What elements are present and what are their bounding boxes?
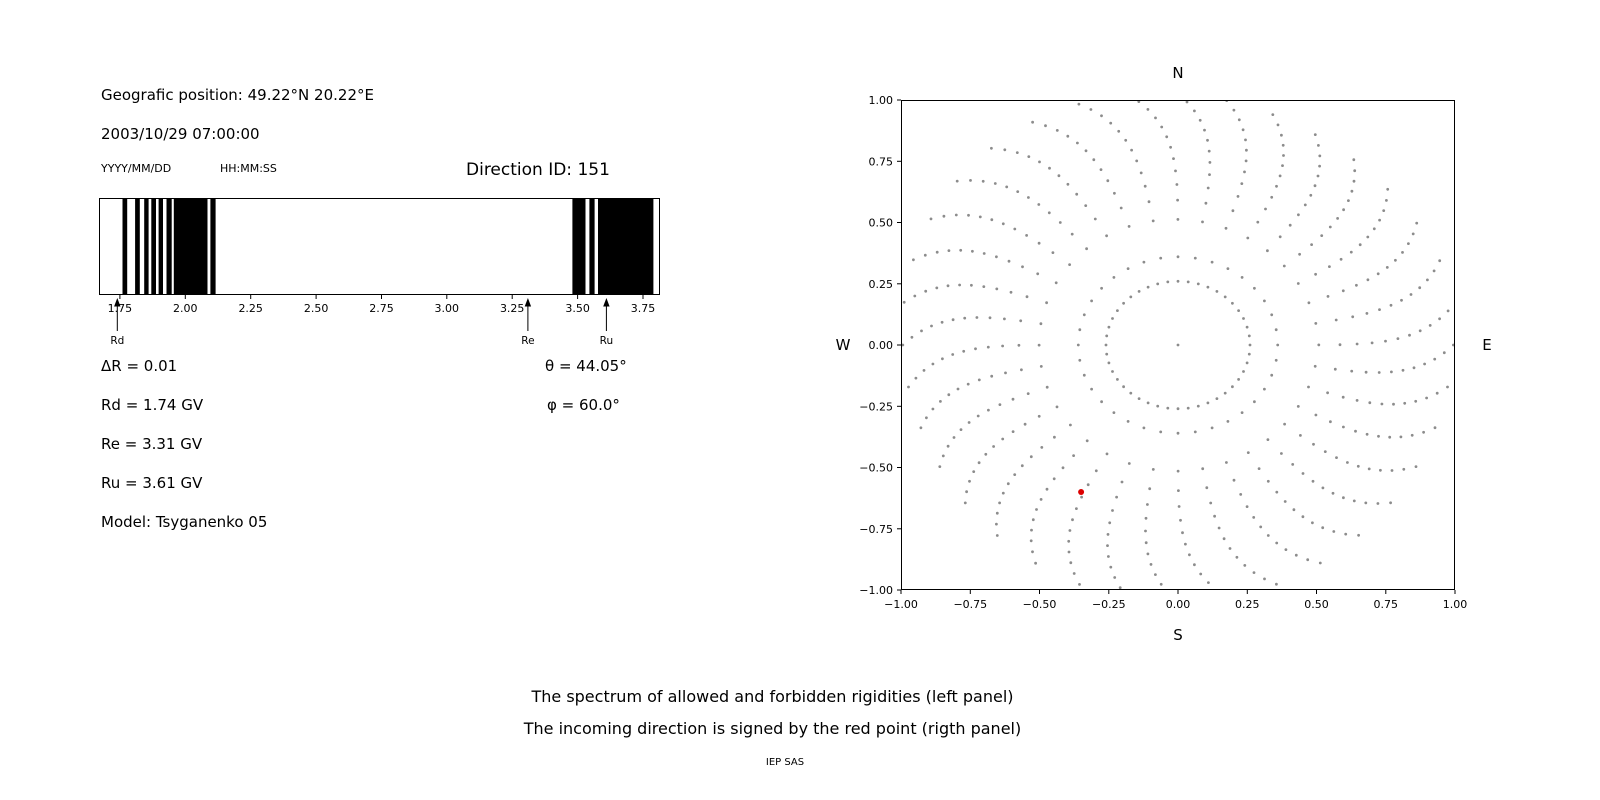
incoming-direction-point <box>1078 489 1085 495</box>
compass-west-label: W <box>836 336 851 354</box>
time-format-label: HH:MM:SS <box>220 162 277 175</box>
svg-text:0.75: 0.75 <box>869 155 894 168</box>
svg-text:0.00: 0.00 <box>1166 598 1191 611</box>
forbidden-band <box>572 198 586 295</box>
svg-text:2.25: 2.25 <box>238 302 263 315</box>
svg-text:1.00: 1.00 <box>869 94 894 107</box>
svg-text:−0.75: −0.75 <box>953 598 987 611</box>
date-format-label: YYYY/MM/DD <box>101 162 172 175</box>
y-axis-ticks: −1.00 −0.75 −0.50 −0.25 0.00 0.25 0.50 0.75 1.00 <box>859 94 901 597</box>
compass-east-label: E <box>1482 336 1491 354</box>
svg-text:2.50: 2.50 <box>304 302 329 315</box>
svg-text:2.00: 2.00 <box>173 302 198 315</box>
forbidden-band <box>598 198 654 295</box>
spectrum-frame <box>99 198 660 295</box>
theta-value: θ = 44.05° <box>545 357 627 375</box>
up-arrow-icon <box>603 298 610 307</box>
model-label: Model: Tsyganenko 05 <box>101 513 268 531</box>
re-value: Re = 3.31 GV <box>101 435 203 453</box>
svg-text:0.50: 0.50 <box>869 217 894 230</box>
svg-text:3.00: 3.00 <box>435 302 460 315</box>
delta-r-value: ΔR = 0.01 <box>101 357 178 375</box>
up-arrow-icon <box>114 298 121 307</box>
forbidden-band <box>135 198 140 295</box>
forbidden-band <box>158 198 163 295</box>
svg-text:1.75: 1.75 <box>108 302 133 315</box>
caption-line-2: The incoming direction is signed by the … <box>523 719 1022 738</box>
svg-text:1.00: 1.00 <box>1443 598 1468 611</box>
credit-label: IEP SAS <box>765 757 805 768</box>
compass-south-label: S <box>1173 626 1183 644</box>
svg-text:−0.50: −0.50 <box>859 462 893 475</box>
svg-text:0.25: 0.25 <box>1235 598 1260 611</box>
svg-text:0.50: 0.50 <box>1304 598 1329 611</box>
rigidity-spectrum-plot: 1.75 2.00 2.25 2.50 2.75 3.00 3.25 3.50 3.75 Rd Re… <box>99 198 660 347</box>
svg-text:−0.50: −0.50 <box>1023 598 1057 611</box>
incoming-direction-plot: −1.00 −0.75 −0.50 −0.25 0.00 0.25 0.50 0.75 1.00… <box>836 64 1492 644</box>
x-axis-ticks: −1.00 −0.75 −0.50 −0.25 0.00 0.25 0.50 0.75 1.00 <box>884 590 1467 611</box>
svg-text:−0.75: −0.75 <box>859 523 893 536</box>
cutoff-annotations: Rd Re Ru <box>110 298 613 347</box>
svg-text:0.00: 0.00 <box>869 339 894 352</box>
svg-text:Ru: Ru <box>600 335 613 347</box>
forbidden-band <box>144 198 149 295</box>
svg-text:3.25: 3.25 <box>500 302 525 315</box>
direction-id-label: Direction ID: 151 <box>466 160 610 180</box>
scatter-frame <box>901 100 1455 590</box>
svg-text:0.25: 0.25 <box>869 278 894 291</box>
svg-text:Rd: Rd <box>110 335 124 347</box>
forbidden-band <box>151 198 156 295</box>
forbidden-band <box>173 198 208 295</box>
rd-value: Rd = 1.74 GV <box>101 396 204 414</box>
ru-value: Ru = 3.61 GV <box>101 474 203 492</box>
x-axis-ticks: 1.75 2.00 2.25 2.50 2.75 3.00 3.25 3.50 3.75 <box>108 295 656 315</box>
forbidden-band <box>122 198 128 295</box>
svg-text:0.75: 0.75 <box>1374 598 1399 611</box>
svg-text:−1.00: −1.00 <box>859 584 893 597</box>
caption-line-1: The spectrum of allowed and forbidden ri… <box>531 687 1014 706</box>
svg-text:−1.00: −1.00 <box>884 598 918 611</box>
svg-text:3.75: 3.75 <box>631 302 656 315</box>
up-arrow-icon <box>524 298 532 307</box>
svg-text:2.75: 2.75 <box>369 302 394 315</box>
asymptotic-direction-dots <box>901 100 1455 590</box>
svg-text:3.50: 3.50 <box>565 302 590 315</box>
forbidden-bands <box>122 198 654 295</box>
forbidden-band <box>589 198 595 295</box>
geographic-position-label: Geografic position: 49.22°N 20.22°E <box>101 86 374 104</box>
forbidden-band <box>210 198 216 295</box>
svg-text:−0.25: −0.25 <box>859 400 893 413</box>
compass-north-label: N <box>1172 64 1183 82</box>
phi-value: φ = 60.0° <box>547 396 620 414</box>
svg-text:−0.25: −0.25 <box>1092 598 1126 611</box>
svg-text:Re: Re <box>521 335 534 347</box>
forbidden-band <box>166 198 172 295</box>
datetime-label: 2003/10/29 07:00:00 <box>101 125 260 143</box>
